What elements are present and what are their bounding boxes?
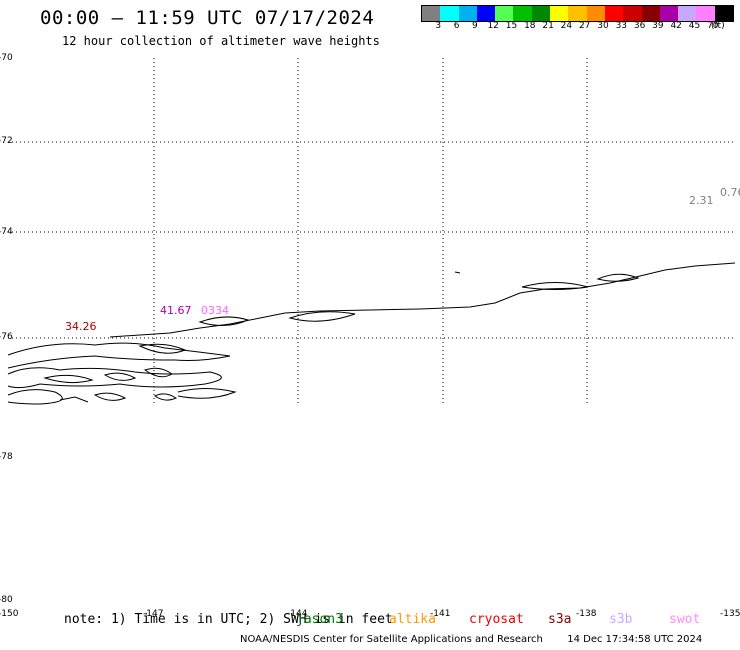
color-scale-label: 24 — [560, 21, 573, 31]
y-tick-label: -76 — [0, 332, 13, 342]
wave-height-value: 0.76 — [720, 186, 740, 199]
color-swatch — [623, 6, 642, 21]
map-title: 00:00 – 11:59 UTC 07/17/2024 — [40, 7, 375, 29]
color-scale-label: (ft) — [711, 21, 725, 31]
satellite-cryosat: cryosat — [469, 612, 524, 627]
color-scale-label: 9 — [472, 21, 478, 31]
x-tick-label: -150 — [0, 609, 19, 619]
color-scale-label: 15 — [505, 21, 518, 31]
color-swatch — [531, 6, 551, 21]
y-tick-label: -72 — [0, 136, 13, 146]
x-axis-labels: -150 -147 -144 -141 -138 -135 — [0, 609, 740, 619]
color-swatch — [458, 6, 477, 21]
color-swatch — [678, 6, 697, 21]
credit-text: NOAA/NESDIS Center for Satellite Applica… — [240, 634, 543, 645]
color-swatch — [495, 6, 514, 21]
wave-height-value: 2.31 — [689, 194, 714, 207]
color-scale-label: 33 — [615, 21, 628, 31]
y-tick-label: -80 — [0, 595, 13, 605]
color-swatch — [568, 6, 587, 21]
x-tick-label: -147 — [143, 609, 163, 619]
color-swatch — [714, 6, 734, 21]
wave-height-value: 41.67 — [160, 304, 192, 317]
color-scale-label: 27 — [578, 21, 591, 31]
y-tick-label: -78 — [0, 452, 13, 462]
wave-height-value: 34.26 — [65, 320, 97, 333]
color-swatch — [604, 6, 624, 21]
coastline — [7, 262, 736, 405]
color-scale-label: 18 — [524, 21, 536, 31]
color-swatch — [641, 6, 660, 21]
color-scale-label: 36 — [633, 21, 646, 31]
color-scale-label: 42 — [670, 21, 682, 31]
color-scale-label: 70 — [707, 21, 719, 31]
wave-height-value: 0334 — [201, 304, 229, 317]
map-subtitle: 12 hour collection of altimeter wave hei… — [62, 34, 380, 48]
x-tick-label: -144 — [287, 609, 308, 619]
wave-height-labels: 34.26 41.67 0334 2.31 0.76 — [65, 186, 740, 333]
grid-lines — [8, 58, 735, 405]
satellite-s3b: s3b — [609, 612, 633, 627]
footer-credit: NOAA/NESDIS Center for Satellite Applica… — [240, 634, 702, 645]
color-scale-label: 12 — [487, 21, 499, 31]
satellite-jason3: jason3 — [296, 612, 343, 627]
legend-note: note: 1) Time is in UTC; 2) SWH is in fe… — [64, 612, 393, 627]
color-scale-label: 21 — [542, 21, 554, 31]
x-tick-label: -141 — [430, 609, 450, 619]
y-axis-labels: -70 -72 -74 -76 -78 -80 — [0, 53, 13, 605]
color-swatch — [422, 6, 441, 21]
satellite-altika: altika — [389, 612, 436, 627]
color-swatch — [659, 6, 679, 21]
color-swatch — [586, 6, 605, 21]
x-tick-label: -138 — [576, 609, 597, 619]
satellite-swot: swot — [669, 612, 701, 627]
y-tick-label: -74 — [0, 227, 13, 237]
y-tick-label: -70 — [0, 53, 13, 63]
color-swatch — [513, 6, 532, 21]
x-tick-label: -135 — [720, 609, 740, 619]
color-scale-labels: 3 6 9 12 15 18 21 24 27 30 33 36 39 42 45 70 (ft) — [421, 21, 740, 33]
color-scale-label: 30 — [597, 21, 609, 31]
timestamp-text: 14 Dec 17:34:58 UTC 2024 — [567, 634, 703, 645]
color-scale-label: 6 — [453, 21, 460, 31]
color-scale-bar — [421, 5, 735, 22]
color-scale-label: 45 — [688, 21, 701, 31]
color-swatch — [440, 6, 459, 21]
color-swatch — [476, 6, 496, 21]
satellite-s3a: s3a — [548, 612, 572, 627]
color-swatch — [696, 6, 715, 21]
color-swatch — [550, 6, 569, 21]
color-scale-label: 3 — [435, 21, 442, 31]
color-scale-label: 39 — [652, 21, 664, 31]
